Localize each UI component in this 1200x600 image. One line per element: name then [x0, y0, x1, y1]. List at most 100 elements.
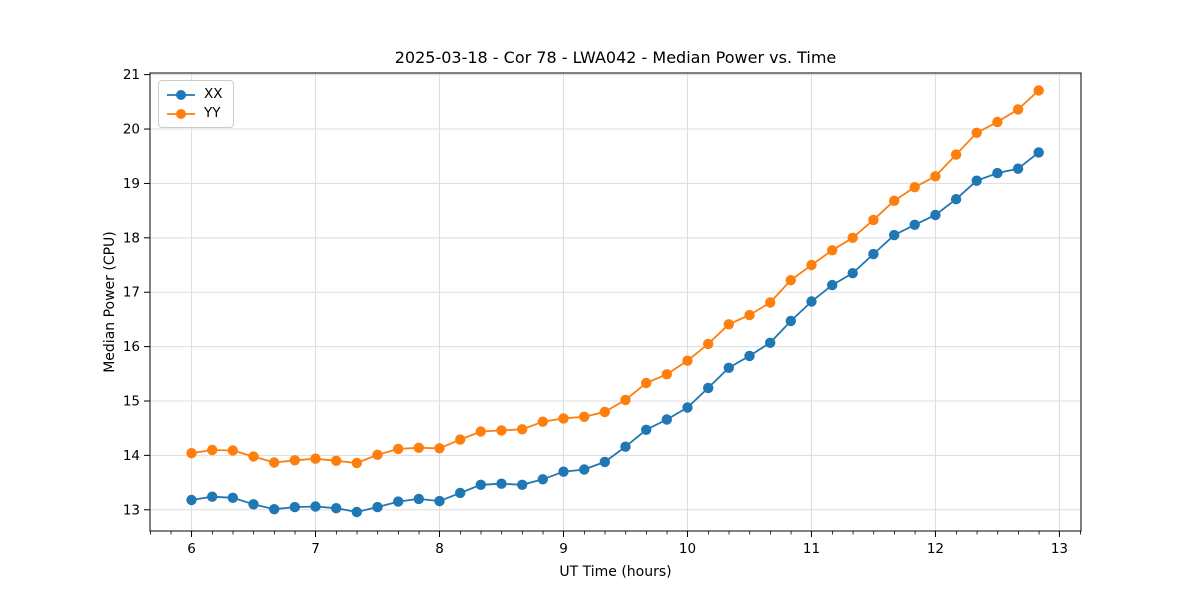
- data-point-xx: [289, 501, 300, 513]
- x-tick-label: 7: [311, 541, 320, 557]
- data-point-xx: [207, 491, 218, 502]
- x-tick-label: 8: [435, 541, 444, 557]
- y-tick-label: 19: [123, 176, 140, 192]
- data-point-xx: [950, 194, 962, 205]
- data-point-yy: [868, 214, 879, 226]
- data-point-yy: [950, 149, 962, 160]
- data-point-xx: [351, 506, 362, 518]
- data-point-yy: [455, 434, 466, 445]
- data-point-yy: [765, 297, 776, 308]
- data-point-yy: [393, 443, 404, 455]
- data-point-yy: [992, 116, 1003, 128]
- x-tick-label: 10: [679, 541, 696, 557]
- x-tick-label: 13: [1051, 541, 1068, 557]
- data-point-yy: [269, 457, 280, 468]
- data-point-xx: [847, 268, 858, 279]
- data-point-xx: [785, 315, 796, 327]
- data-point-yy: [806, 259, 817, 271]
- data-point-yy: [971, 127, 982, 138]
- data-point-xx: [496, 478, 507, 489]
- legend-item-yy: YY: [166, 104, 223, 123]
- data-point-xx: [372, 501, 383, 513]
- y-tick-label: 15: [123, 393, 140, 409]
- data-point-yy: [227, 445, 238, 456]
- legend-item-xx: XX: [166, 85, 223, 104]
- data-point-xx: [393, 496, 404, 507]
- data-point-xx: [248, 499, 259, 510]
- data-point-yy: [558, 413, 569, 424]
- y-tick-label: 13: [123, 502, 140, 518]
- data-point-xx: [620, 441, 631, 452]
- data-point-yy: [289, 455, 300, 466]
- data-point-xx: [723, 362, 734, 373]
- y-tick-label: 21: [123, 67, 140, 83]
- data-point-xx: [331, 503, 342, 514]
- y-axis-label-container: Median Power (CPU): [95, 73, 125, 531]
- x-axis-label: UT Time (hours): [559, 564, 672, 580]
- data-point-yy: [847, 232, 858, 243]
- data-point-yy: [1033, 85, 1044, 96]
- data-point-yy: [537, 416, 548, 427]
- x-tick-label: 12: [927, 541, 944, 557]
- data-point-yy: [351, 457, 362, 469]
- data-point-yy: [413, 442, 424, 453]
- data-point-yy: [930, 171, 941, 182]
- data-point-yy: [682, 355, 693, 366]
- chart-title: 2025-03-18 - Cor 78 - LWA042 - Median Po…: [394, 48, 837, 67]
- legend-label-xx: XX: [204, 86, 223, 102]
- axes-frame: [149, 72, 1082, 532]
- data-point-yy: [434, 443, 445, 454]
- data-point-yy: [517, 424, 528, 435]
- data-point-yy: [207, 444, 218, 456]
- data-point-yy: [703, 338, 714, 350]
- y-tick-label: 20: [123, 122, 140, 138]
- data-point-yy: [661, 369, 672, 380]
- data-point-xx: [537, 474, 548, 485]
- data-point-xx: [971, 175, 982, 186]
- legend-line-marker-icon: [167, 108, 195, 119]
- data-point-xx: [517, 479, 528, 490]
- y-tick-label: 18: [123, 230, 140, 246]
- data-point-xx: [744, 350, 755, 362]
- data-point-xx: [455, 487, 466, 499]
- data-point-xx: [889, 229, 900, 241]
- data-point-xx: [310, 501, 321, 512]
- data-point-yy: [827, 245, 838, 256]
- data-point-yy: [909, 182, 920, 193]
- data-point-xx: [579, 464, 590, 475]
- data-point-yy: [641, 377, 652, 389]
- data-point-yy: [599, 406, 610, 418]
- data-point-yy: [785, 275, 796, 286]
- data-point-xx: [413, 493, 424, 505]
- x-tick-label: 6: [187, 541, 196, 557]
- data-point-xx: [868, 248, 879, 260]
- data-point-yy: [186, 448, 197, 459]
- data-point-xx: [434, 495, 445, 507]
- data-point-xx: [599, 456, 610, 468]
- x-tick-label: 9: [559, 541, 568, 557]
- data-point-yy: [496, 425, 507, 436]
- data-point-xx: [806, 296, 817, 307]
- data-point-xx: [930, 209, 941, 221]
- data-point-yy: [248, 451, 259, 462]
- legend-line-marker-icon: [167, 89, 195, 100]
- data-point-xx: [269, 504, 280, 515]
- data-point-xx: [682, 402, 693, 413]
- legend-label-yy: YY: [204, 105, 221, 121]
- data-point-xx: [1012, 163, 1024, 174]
- data-point-yy: [620, 394, 631, 406]
- data-point-yy: [331, 455, 342, 466]
- data-point-xx: [1033, 147, 1044, 158]
- data-point-yy: [1012, 104, 1024, 115]
- data-point-xx: [641, 424, 652, 435]
- data-point-xx: [827, 279, 838, 291]
- data-point-xx: [909, 219, 920, 230]
- data-point-xx: [765, 337, 776, 348]
- data-point-yy: [744, 309, 755, 321]
- data-point-xx: [227, 492, 238, 503]
- series-line-yy: [191, 89, 1040, 464]
- data-point-yy: [372, 449, 383, 460]
- y-axis-label: Median Power (CPU): [102, 231, 119, 373]
